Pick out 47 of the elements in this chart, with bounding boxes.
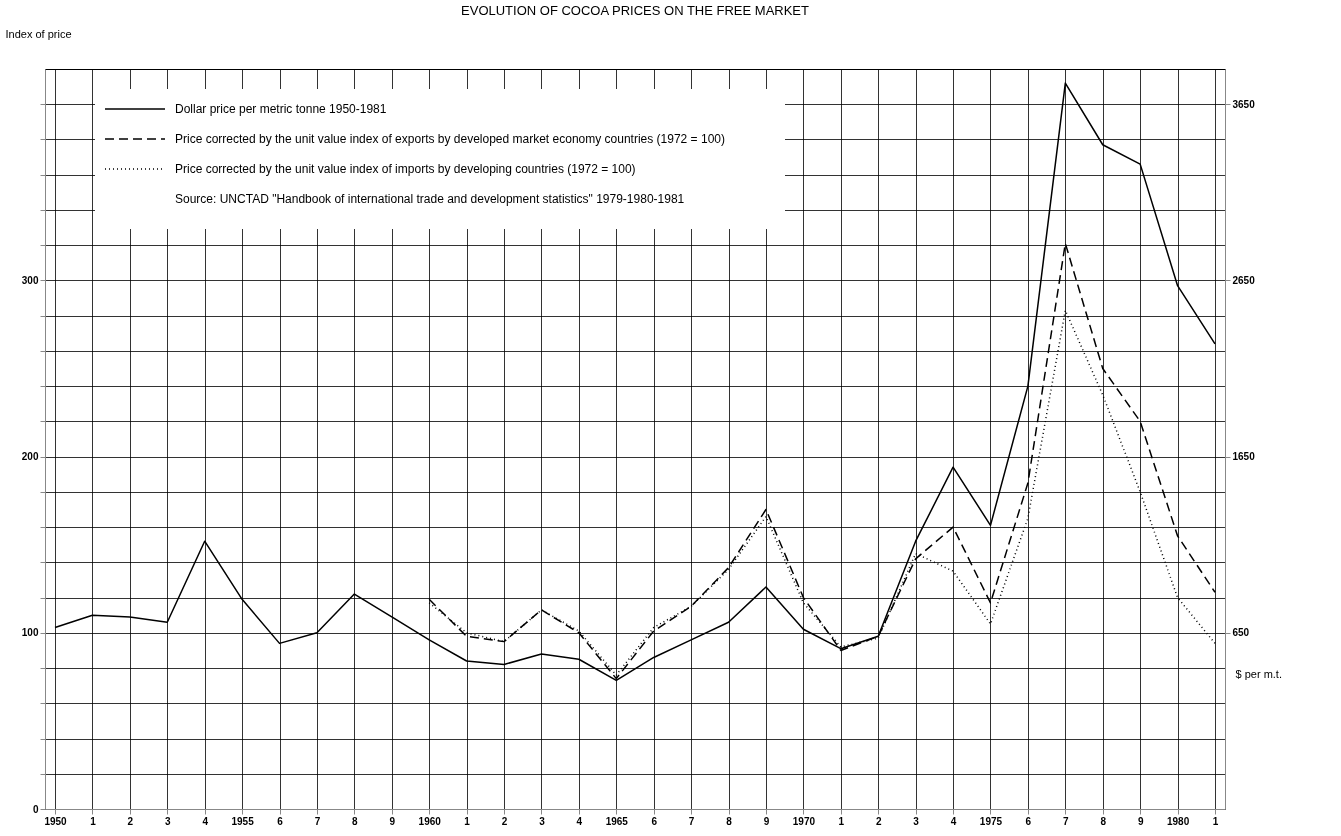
annotation: Source: UNCTAD "Handbook of international trade and development statistics" 1979-1980-1981 — [175, 192, 685, 206]
x-tick-label: 6 — [651, 815, 658, 827]
legend-label: Price corrected by the unit value index of exports by developed market economy countries (1972 = 100) — [175, 132, 725, 146]
x-tick-label: 1965 — [605, 815, 629, 827]
y2-tick-label: 2650 — [1232, 274, 1256, 286]
x-tick-label: 1970 — [792, 815, 816, 827]
x-tick-label: 1980 — [1166, 815, 1190, 827]
x-tick-label: 1975 — [979, 815, 1003, 827]
legend-label: Price corrected by the unit value index of imports by developing countries (1972 = 100) — [175, 162, 636, 176]
x-tick-label: 9 — [1137, 815, 1144, 827]
x-tick-label: 3 — [913, 815, 920, 827]
x-tick-label: 9 — [389, 815, 396, 827]
x-tick-label: 1955 — [231, 815, 255, 827]
x-tick-label: 8 — [1100, 815, 1107, 827]
x-tick-label: 3 — [164, 815, 171, 827]
x-tick-label: 4 — [576, 815, 583, 827]
x-tick-label: 4 — [950, 815, 957, 827]
x-tick-label: 8 — [352, 815, 359, 827]
x-tick-label: 2 — [127, 815, 134, 827]
x-tick-label: 7 — [688, 815, 695, 827]
legend-label: Dollar price per metric tonne 1950-1981 — [175, 102, 387, 116]
x-tick-label: 1 — [464, 815, 471, 827]
x-tick-label: 7 — [1063, 815, 1070, 827]
x-tick-label: 2 — [501, 815, 508, 827]
y-tick-label: 300 — [21, 274, 39, 286]
x-tick-label: 1960 — [418, 815, 442, 827]
x-tick-label: 6 — [277, 815, 284, 827]
x-tick-label: 9 — [763, 815, 770, 827]
x-tick-label: 3 — [539, 815, 546, 827]
x-tick-label: 4 — [202, 815, 209, 827]
x-tick-label: 1 — [90, 815, 97, 827]
x-tick-label: 2 — [875, 815, 882, 827]
x-tick-label: 7 — [314, 815, 321, 827]
x-tick-label: 1 — [838, 815, 845, 827]
y2-tick-label: 3650 — [1232, 98, 1256, 110]
x-tick-label: 8 — [726, 815, 733, 827]
x-tick-label: 1950 — [44, 815, 68, 827]
x-tick-label: 1 — [1212, 815, 1219, 827]
y-tick-label: 0 — [32, 803, 39, 815]
chart-title: EVOLUTION OF COCOA PRICES ON THE FREE MARKET — [461, 3, 810, 18]
y-tick-label: 200 — [21, 451, 39, 463]
x-tick-label: 6 — [1025, 815, 1032, 827]
y-tick-label: 100 — [21, 627, 39, 639]
y2-tick-label: 1650 — [1232, 451, 1256, 463]
y2-axis-title: $ per m.t. — [1235, 667, 1282, 680]
y-axis-title: Index of price — [5, 27, 72, 40]
y2-tick-label: 650 — [1232, 627, 1250, 639]
